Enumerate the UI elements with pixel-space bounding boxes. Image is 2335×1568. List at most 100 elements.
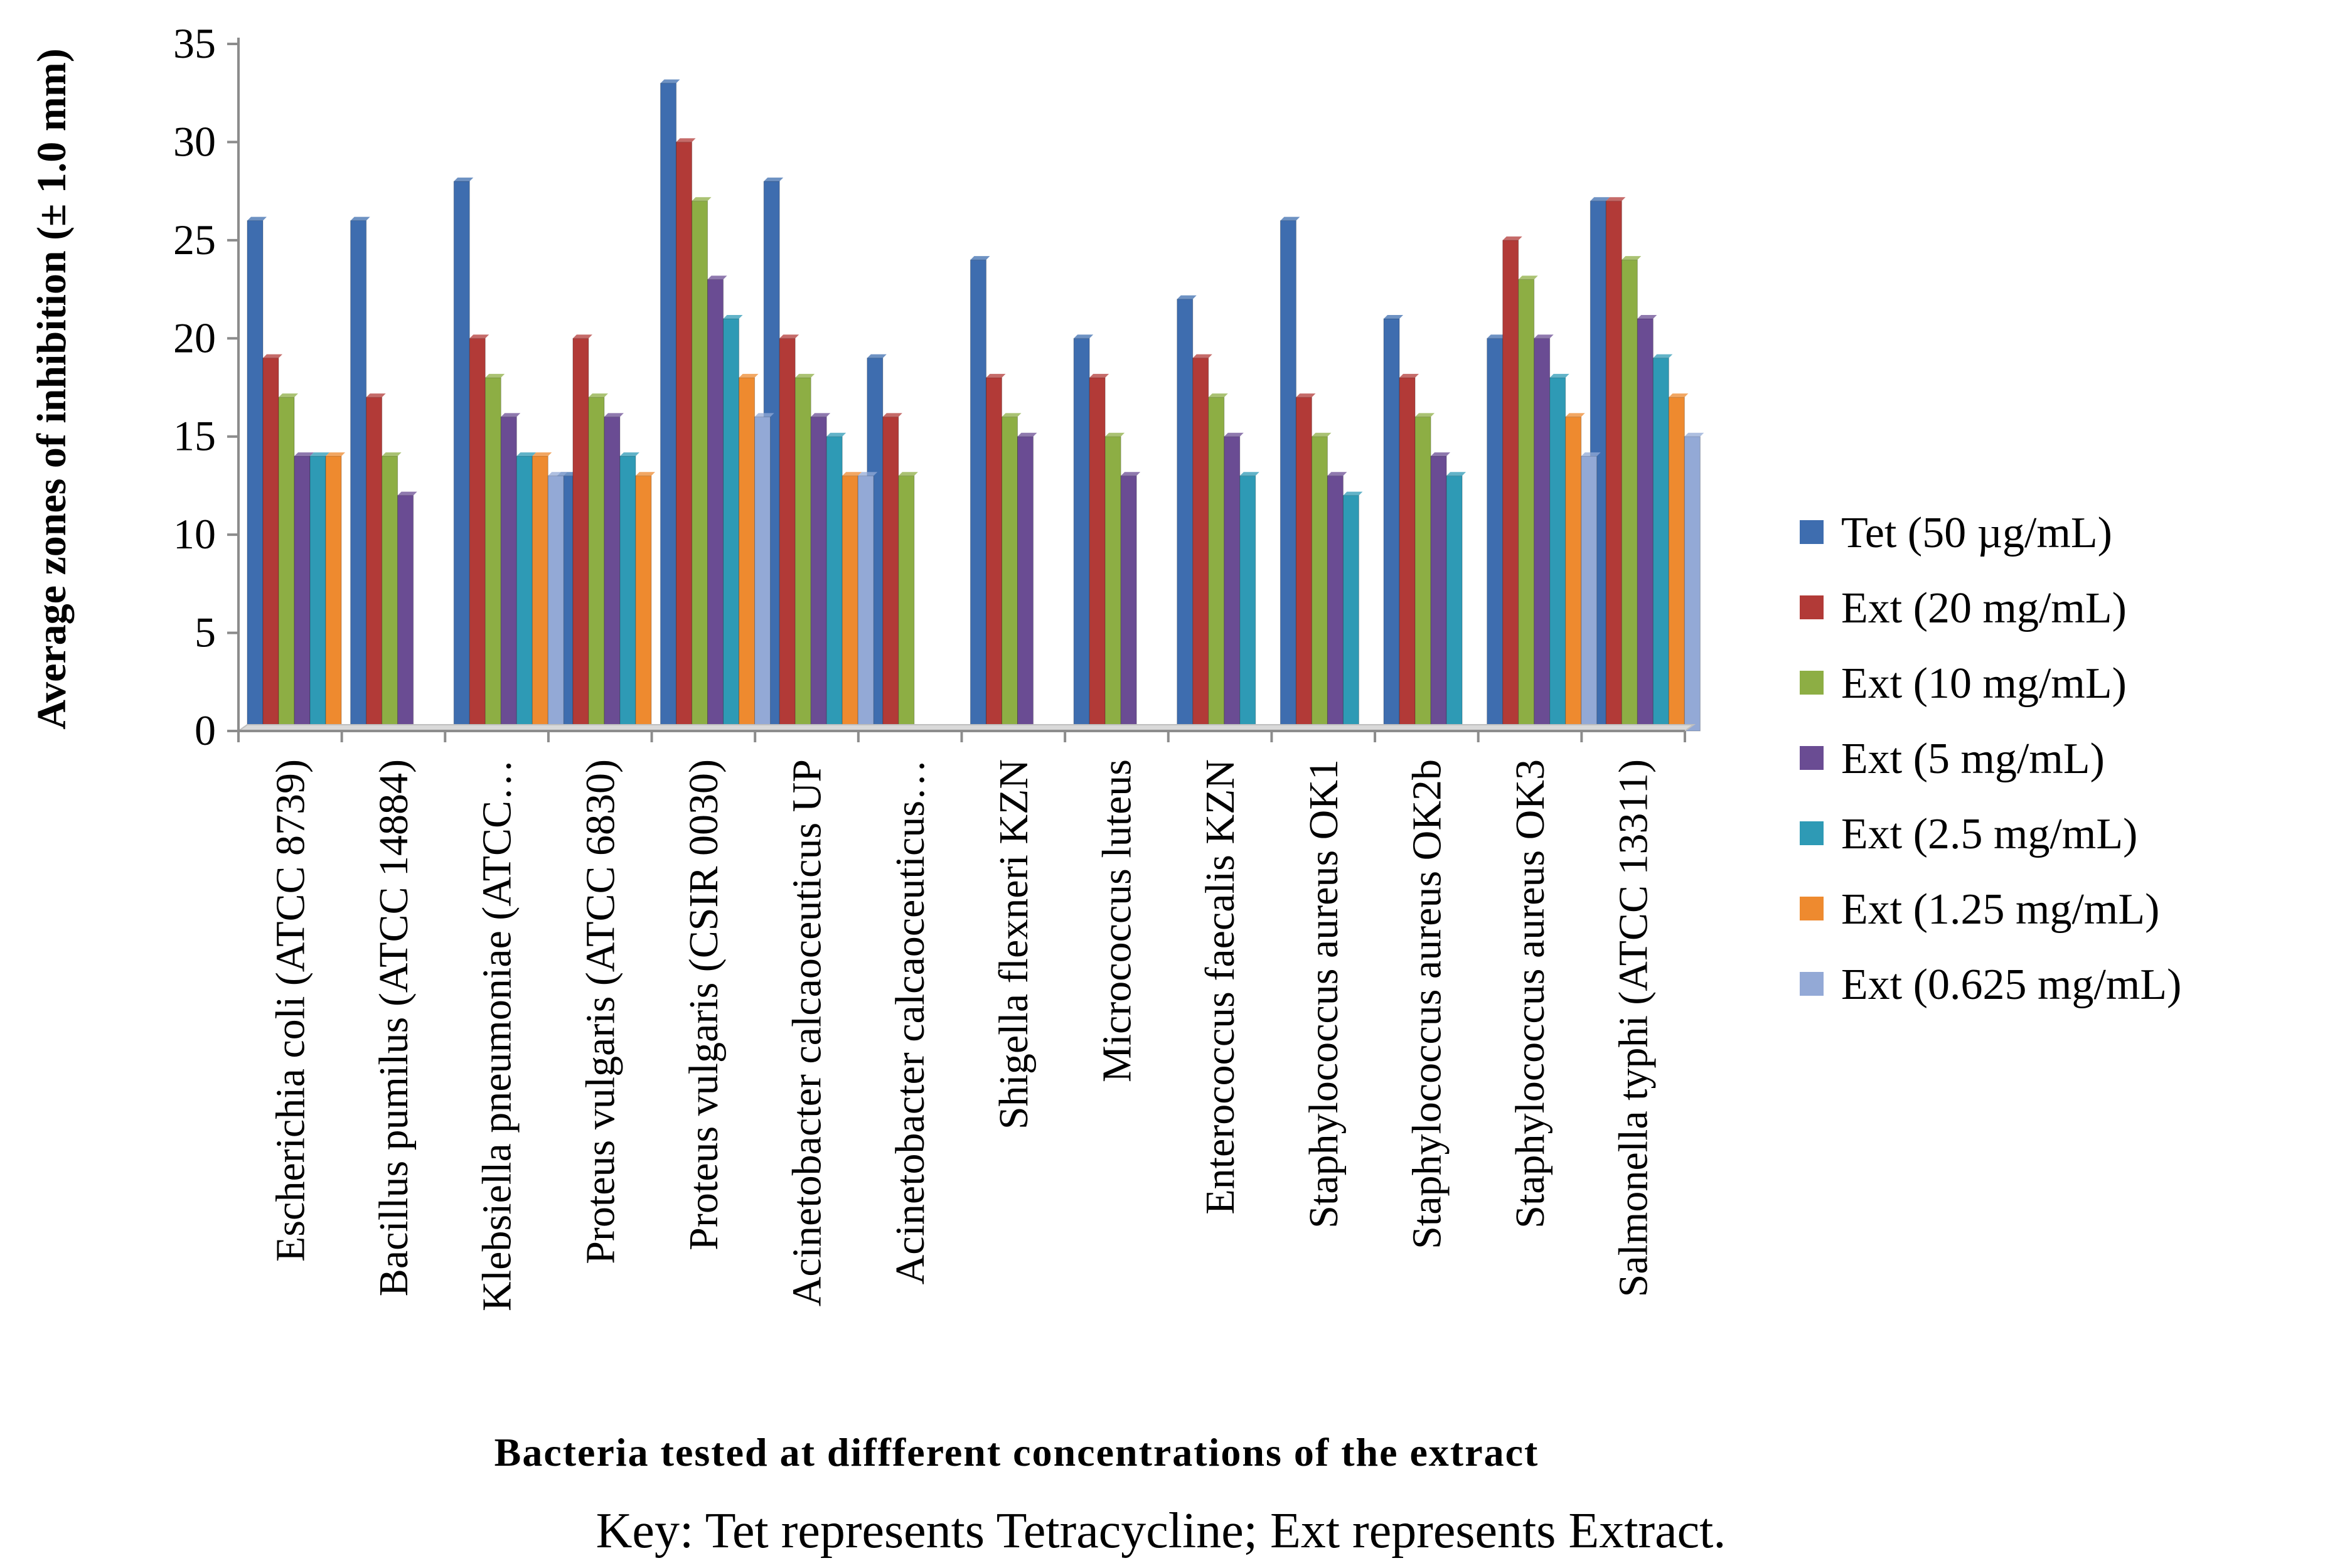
bar	[1327, 475, 1344, 732]
bar	[1518, 279, 1535, 732]
bar-top	[588, 393, 608, 398]
bar-top	[660, 79, 680, 83]
y-tick-label: 0	[195, 707, 216, 754]
key-footnote: Key: Tet represents Tetracycline; Ext re…	[596, 1503, 1726, 1559]
bar-top	[1121, 472, 1141, 476]
legend-swatch	[1800, 671, 1824, 695]
bar-top	[723, 315, 743, 319]
bar	[635, 475, 652, 732]
bar-top	[1327, 472, 1347, 476]
bar	[547, 475, 564, 732]
bar-top	[1606, 197, 1626, 201]
category-labels: Escherichia coli (ATCC 8739) Bacillus pum…	[267, 759, 1656, 1311]
bar-top	[795, 373, 815, 378]
bar	[325, 456, 342, 732]
y-tick-label: 15	[173, 412, 216, 460]
bar	[366, 397, 383, 732]
y-tick-label: 35	[173, 19, 216, 67]
bar	[660, 83, 677, 732]
bar	[1104, 436, 1121, 732]
bar	[604, 416, 621, 732]
bar-top	[970, 256, 990, 260]
bar	[1120, 475, 1137, 732]
bar-top	[739, 373, 759, 378]
bar	[1399, 377, 1416, 732]
bar	[262, 358, 279, 732]
bar-top	[454, 178, 474, 181]
legend-swatch	[1800, 897, 1824, 920]
category-label: Proteus vulgaris (ATCC 6830)	[577, 759, 623, 1264]
bar-top	[764, 178, 784, 181]
bar-top	[469, 334, 489, 339]
bar-top	[1239, 472, 1259, 476]
bar-top	[350, 216, 370, 221]
y-tick-label: 25	[173, 216, 216, 264]
bar	[1239, 475, 1256, 732]
bar-top	[604, 413, 624, 417]
bar	[1177, 299, 1194, 732]
legend-label: Tet (50 µg/mL)	[1841, 509, 2112, 557]
bar-top	[898, 472, 918, 476]
bar	[723, 318, 740, 732]
bar-top	[1669, 393, 1689, 398]
bar	[1414, 416, 1431, 732]
bar-top	[366, 393, 386, 398]
bar	[382, 456, 398, 732]
category-label: Proteus vulgaris (CSIR 0030)	[681, 759, 727, 1251]
bar-top	[1280, 216, 1300, 221]
bar-top	[1622, 256, 1642, 260]
bar-top	[1224, 432, 1244, 437]
bar-top	[779, 334, 799, 339]
bar-top	[310, 452, 329, 456]
bar-top	[635, 472, 655, 476]
y-axis-label: Average zones of inhibition (± 1.0 mm)	[29, 48, 75, 729]
bar	[588, 397, 605, 732]
bar-top	[326, 452, 345, 456]
y-tick-labels: 0 5 10 15 20 25 30 35	[173, 19, 216, 754]
category-label: Salmonella typhi (ATCC 13311)	[1611, 759, 1657, 1297]
bar	[350, 220, 367, 732]
bar-top	[1089, 373, 1109, 378]
bar-top	[692, 197, 712, 201]
category-label: Micrococcus luteus	[1094, 759, 1140, 1082]
bar	[779, 338, 796, 732]
bar	[692, 200, 708, 732]
bar-top	[1177, 295, 1197, 299]
bar	[986, 377, 1002, 732]
bar	[1224, 436, 1241, 732]
bar	[397, 495, 414, 732]
bar-top	[1590, 197, 1610, 201]
bar	[572, 338, 589, 732]
bar-top	[1518, 275, 1538, 280]
bar-top	[1017, 432, 1037, 437]
bar-top	[1384, 315, 1404, 319]
bar-top	[1208, 393, 1228, 398]
bar-top	[1431, 452, 1451, 456]
bar	[532, 456, 548, 732]
bar-top	[1415, 413, 1435, 417]
category-label: Enterococcus faecalis KZN	[1197, 759, 1243, 1215]
bar	[1073, 338, 1090, 732]
bar	[1668, 397, 1685, 732]
bar-top	[1446, 472, 1467, 476]
bar	[1621, 259, 1638, 732]
bar	[1311, 436, 1328, 732]
bar	[707, 279, 724, 732]
bar-top	[1296, 393, 1316, 398]
bar	[1430, 456, 1447, 732]
bar	[1605, 200, 1622, 732]
bar	[1342, 495, 1359, 732]
bar	[794, 377, 811, 732]
legend-swatch	[1800, 520, 1824, 544]
bar	[247, 220, 264, 732]
legend-label: Ext (10 mg/mL)	[1841, 659, 2127, 708]
bar	[1295, 397, 1312, 732]
bar-top	[1487, 334, 1507, 339]
bar	[1192, 358, 1209, 732]
bar-top	[1074, 334, 1094, 339]
bar	[857, 475, 874, 732]
bar	[1534, 338, 1551, 732]
bar-top	[842, 472, 862, 476]
bar-top	[619, 452, 639, 456]
bar-top	[532, 452, 552, 456]
